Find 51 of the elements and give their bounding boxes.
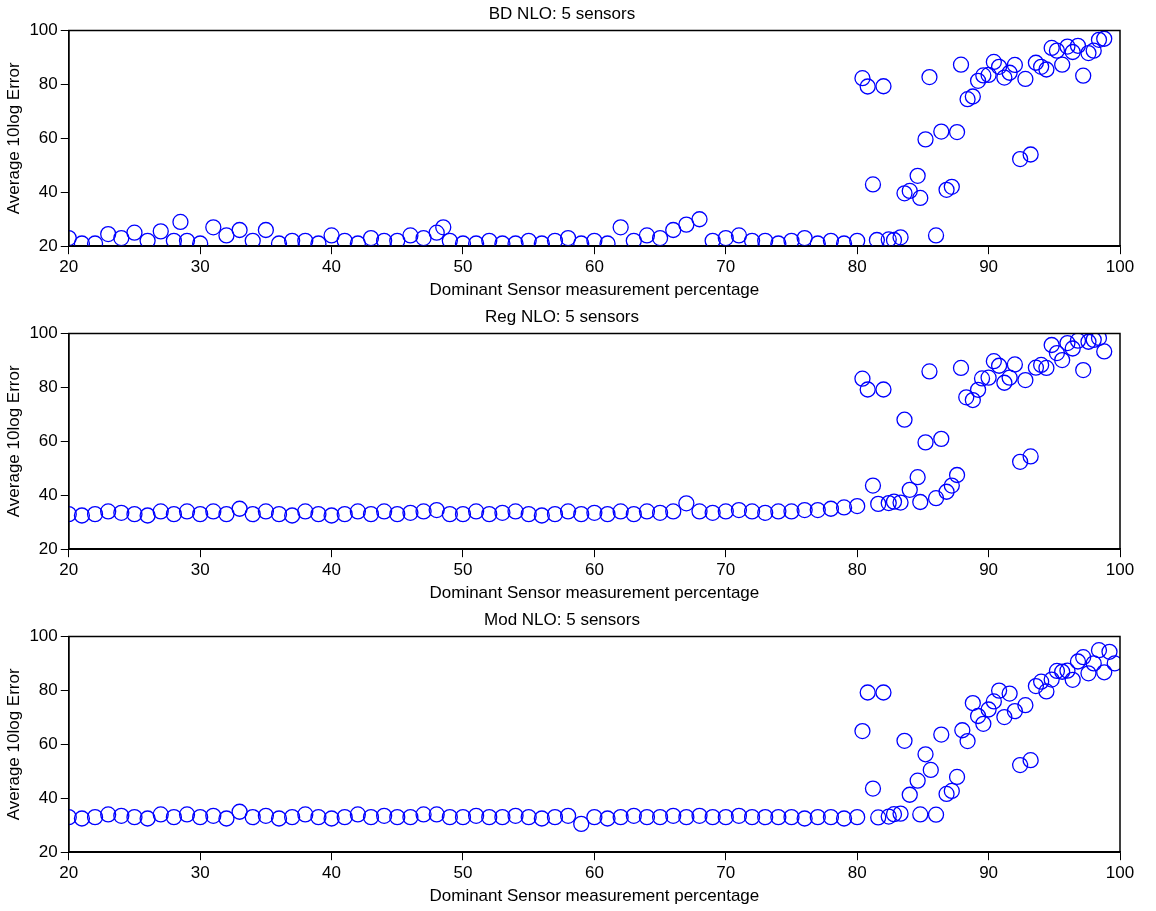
y-tick-label: 80 (38, 74, 58, 94)
y-tick-label: 20 (38, 841, 58, 861)
y-axis-title: Average 10log Error (3, 62, 23, 215)
x-tick-label: 80 (847, 863, 867, 883)
x-tick-label: 30 (190, 257, 210, 277)
x-tick-label: 40 (322, 257, 342, 277)
x-tick-label: 20 (59, 863, 79, 883)
chart-title: Reg NLO: 5 sensors (484, 306, 640, 326)
y-tick-label: 80 (38, 680, 58, 700)
chart-title: BD NLO: 5 sensors (488, 3, 636, 23)
x-axis-title: Dominant Sensor measurement percentage (429, 280, 760, 300)
x-tick-label: 90 (979, 257, 999, 277)
x-tick-label: 50 (453, 560, 473, 580)
y-tick-label: 80 (38, 377, 58, 397)
y-tick-label: 60 (38, 127, 58, 147)
y-tick-label: 100 (29, 20, 58, 40)
x-tick-label: 100 (1105, 560, 1135, 580)
y-tick-label: 20 (38, 235, 58, 255)
x-tick-label: 50 (453, 257, 473, 277)
x-axis-title: Dominant Sensor measurement percentage (429, 583, 760, 603)
x-tick-label: 30 (190, 863, 210, 883)
x-tick-label: 70 (716, 560, 736, 580)
x-tick-label: 90 (979, 560, 999, 580)
x-tick-label: 60 (584, 560, 604, 580)
x-tick-label: 80 (847, 560, 867, 580)
x-tick-label: 70 (716, 257, 736, 277)
x-tick-label: 20 (59, 560, 79, 580)
x-tick-label: 70 (716, 863, 736, 883)
y-tick-label: 40 (38, 484, 58, 504)
y-tick-label: 40 (38, 787, 58, 807)
x-tick-label: 100 (1105, 863, 1135, 883)
x-tick-label: 90 (979, 863, 999, 883)
x-tick-label: 50 (453, 863, 473, 883)
x-tick-label: 40 (322, 863, 342, 883)
x-tick-label: 40 (322, 560, 342, 580)
x-tick-label: 60 (584, 863, 604, 883)
x-tick-label: 100 (1105, 257, 1135, 277)
x-axis-title: Dominant Sensor measurement percentage (429, 886, 760, 906)
y-axis-title: Average 10log Error (3, 365, 23, 518)
y-tick-label: 60 (38, 733, 58, 753)
x-tick-label: 80 (847, 257, 867, 277)
y-tick-label: 100 (29, 323, 58, 343)
x-tick-label: 60 (584, 257, 604, 277)
x-tick-label: 20 (59, 257, 79, 277)
y-axis-title: Average 10log Error (3, 668, 23, 821)
x-tick-label: 30 (190, 560, 210, 580)
y-tick-label: 100 (29, 626, 58, 646)
y-tick-label: 40 (38, 181, 58, 201)
y-tick-label: 60 (38, 430, 58, 450)
y-tick-label: 20 (38, 538, 58, 558)
chart-title: Mod NLO: 5 sensors (484, 609, 640, 629)
